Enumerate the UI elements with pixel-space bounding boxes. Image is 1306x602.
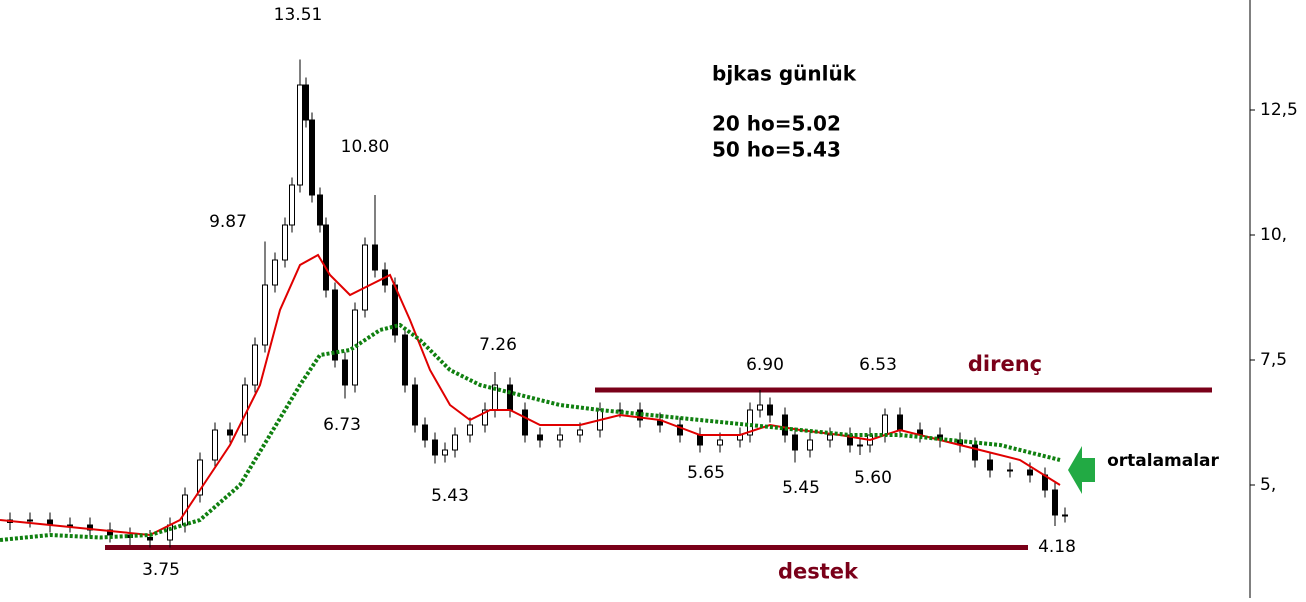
candle-body bbox=[272, 259, 278, 286]
candle-body bbox=[227, 429, 233, 436]
candle-body bbox=[1027, 469, 1033, 476]
candle-body bbox=[807, 439, 813, 451]
candle-body bbox=[372, 244, 378, 271]
y-tick-label: 10, bbox=[1260, 225, 1287, 245]
annotation: 7.26 bbox=[479, 335, 517, 355]
annotation: 13.51 bbox=[274, 5, 323, 25]
candle-body bbox=[782, 414, 788, 436]
candle-body bbox=[882, 414, 888, 436]
candle-body bbox=[537, 434, 543, 441]
y-tick-label: 12,5 bbox=[1260, 100, 1298, 120]
candle-body bbox=[1052, 489, 1058, 516]
candle-body bbox=[857, 444, 863, 447]
candle-body bbox=[482, 409, 488, 426]
candle-body bbox=[432, 439, 438, 456]
candle-body bbox=[747, 409, 753, 436]
candle-body bbox=[422, 424, 428, 441]
candle-body bbox=[507, 384, 513, 411]
candle-body bbox=[697, 434, 703, 446]
annotation: 5.43 bbox=[431, 486, 469, 506]
candle-body bbox=[317, 194, 323, 226]
candle-body bbox=[757, 404, 763, 411]
candle-body bbox=[332, 289, 338, 361]
moving-average bbox=[0, 322, 1061, 542]
annotation: 5.45 bbox=[782, 478, 820, 498]
candle-body bbox=[412, 384, 418, 426]
candle-body bbox=[252, 344, 258, 386]
candle-body bbox=[342, 359, 348, 386]
annotation: ortalamalar bbox=[1107, 451, 1219, 471]
arrow bbox=[1068, 446, 1095, 494]
candle-body bbox=[987, 459, 993, 471]
candle-body bbox=[262, 284, 268, 346]
candle-body bbox=[452, 434, 458, 451]
moving-average bbox=[0, 253, 1061, 537]
y-tick-label: 5, bbox=[1260, 475, 1276, 495]
annotation: 6.90 bbox=[746, 355, 784, 375]
candle-body bbox=[827, 434, 833, 441]
annotation: 5.60 bbox=[854, 468, 892, 488]
candle-body bbox=[522, 409, 528, 436]
candle-body bbox=[282, 224, 288, 261]
candle-body bbox=[557, 434, 563, 441]
candle-body bbox=[402, 334, 408, 386]
candle-body bbox=[677, 424, 683, 436]
candle-body bbox=[212, 429, 218, 461]
candle-body bbox=[897, 414, 903, 431]
annotation: 6.53 bbox=[859, 355, 897, 375]
level-label: direnç bbox=[968, 352, 1042, 376]
candle-body bbox=[577, 429, 583, 436]
candle-body bbox=[289, 184, 295, 226]
candle-body bbox=[767, 404, 773, 416]
candle-body bbox=[362, 244, 368, 311]
candle-body bbox=[442, 449, 448, 456]
candle-body bbox=[27, 519, 33, 522]
annotation: 9.87 bbox=[209, 212, 247, 232]
candle-body bbox=[303, 84, 309, 121]
annotation: 5.65 bbox=[687, 463, 725, 483]
annotation: 4.18 bbox=[1038, 537, 1076, 557]
candle-body bbox=[197, 459, 203, 496]
candle-body bbox=[972, 444, 978, 461]
candle-body bbox=[1007, 469, 1013, 472]
candle-body bbox=[1062, 514, 1068, 517]
annotation: 10.80 bbox=[341, 137, 390, 157]
candle-body bbox=[792, 434, 798, 451]
level-label: destek bbox=[778, 560, 859, 584]
note: 50 ho=5.43 bbox=[712, 138, 841, 162]
candle-body bbox=[323, 224, 329, 291]
annotation: 3.75 bbox=[142, 560, 180, 580]
note: 20 ho=5.02 bbox=[712, 112, 841, 136]
note: bjkas günlük bbox=[712, 62, 857, 86]
candle-body bbox=[717, 439, 723, 446]
y-tick-label: 7,5 bbox=[1260, 350, 1287, 370]
candle-body bbox=[467, 424, 473, 436]
candle-body bbox=[297, 84, 303, 186]
candle-body bbox=[309, 119, 315, 196]
candle-body bbox=[147, 537, 153, 541]
annotation: 6.73 bbox=[323, 415, 361, 435]
